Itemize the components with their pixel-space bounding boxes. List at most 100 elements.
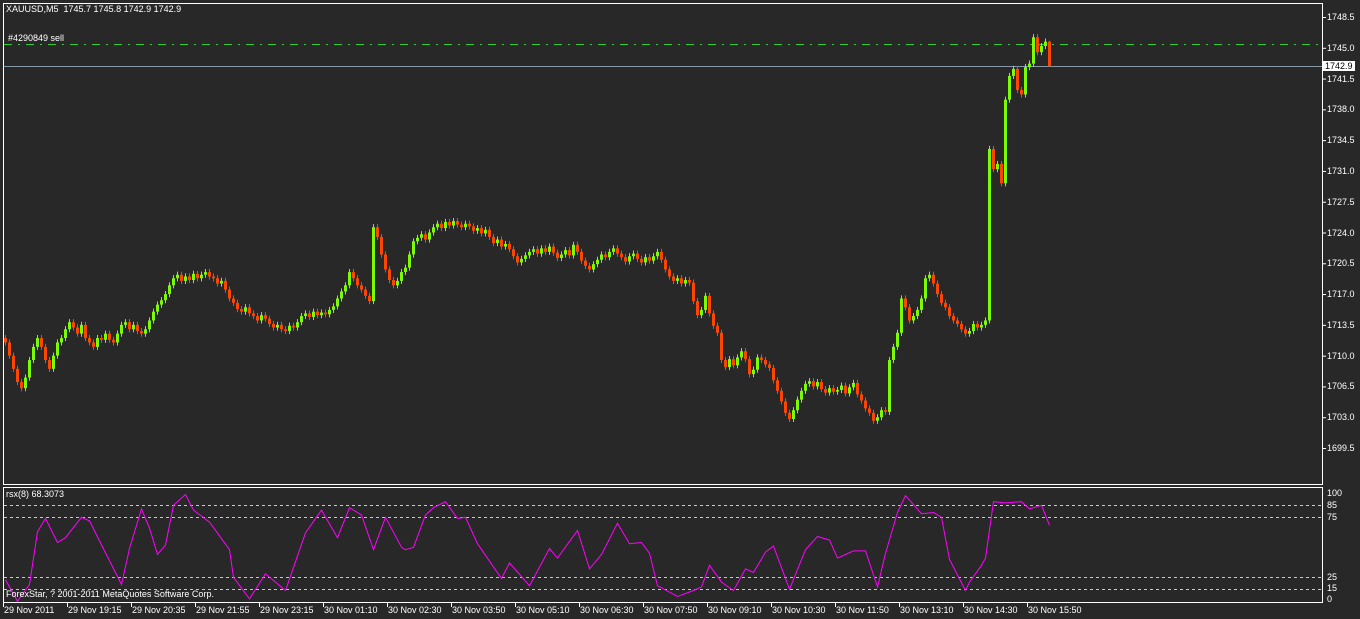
candle-body [744,351,747,360]
candle-body [268,318,271,324]
candle [248,304,251,317]
candle [276,321,279,331]
candle [876,414,879,424]
candle [48,356,51,372]
price-tick-label: 1748.5 [1327,12,1355,22]
candle-body [492,236,495,244]
candle-body [272,323,275,328]
candle-body [988,148,991,321]
candle [528,248,531,259]
candle-body [332,306,335,310]
candle [940,290,943,306]
candle [684,276,687,287]
candle [184,273,187,284]
time-tick-label: 30 Nov 09:10 [708,605,762,615]
candle [1032,34,1035,67]
candle-body [800,390,803,400]
candle [272,320,275,331]
candle-body [184,276,187,281]
candle-body [692,282,695,302]
candle-body [780,390,783,402]
candle-body [992,148,995,170]
time-tick-label: 30 Nov 03:50 [452,605,506,615]
candle-body [304,313,307,317]
candle [68,319,71,333]
symbol-label: XAUUSD,M5 [6,4,59,14]
candle-body [624,257,627,262]
price-tick-label: 1717.0 [1327,289,1355,300]
candle-body [932,274,935,284]
candle-body [664,259,667,270]
candle [292,322,295,331]
candle-body [864,400,867,409]
candle [1020,86,1023,98]
candle [416,234,419,245]
candle-body [548,246,551,252]
candle-body [120,324,123,334]
candle-body [848,387,851,394]
candle-body [4,338,7,343]
candle-body [364,289,367,296]
candle-body [488,229,491,237]
candle-body [972,323,975,332]
candle-body [476,228,479,231]
candle [664,256,667,273]
candle-body [832,388,835,392]
candle [64,326,67,342]
candle [280,321,283,333]
candle-body [532,249,535,252]
candle-body [816,382,819,387]
candle [620,250,623,261]
candle-body [772,367,775,381]
candle-body [172,278,175,286]
candle-body [704,295,707,310]
candle-body [820,382,823,390]
candle [132,321,135,333]
candle-body [124,322,127,325]
candle-body [1048,41,1051,67]
candle [92,339,95,350]
candle-body [60,338,63,343]
indicator-tick-label: 15 [1327,583,1338,593]
candle [420,231,423,241]
candle-body [112,339,115,343]
candle [60,334,63,346]
candle [832,385,835,395]
candle [476,225,479,234]
candle-body [252,313,255,317]
candle [120,321,123,337]
candle-body [428,232,431,240]
candle [1036,34,1039,56]
candle [524,252,527,262]
candle [612,245,615,255]
candle-body [688,279,691,283]
order-line-label: #4290849 sell [8,32,65,43]
candle-body [384,254,387,270]
candle [932,271,935,287]
candle-body [940,294,943,303]
time-tick-label: 30 Nov 13:10 [900,605,954,615]
candle [844,382,847,397]
candle-body [220,280,223,284]
price-tick-label: 1706.5 [1327,381,1355,392]
time-tick-label: 30 Nov 15:50 [1028,605,1082,615]
candle [564,247,567,258]
candle-body [960,323,963,330]
candle [584,257,587,270]
candle-body [216,278,219,284]
price-tick-label: 1738.0 [1327,104,1355,115]
candle-body [872,412,875,421]
candle [444,218,447,232]
candle [452,217,455,229]
candle-body [76,327,79,334]
candle [752,366,755,378]
time-tick-label: 29 Nov 2011 [4,605,55,615]
candle-body [200,274,203,279]
candle-body [72,322,75,328]
candle [872,409,875,424]
candle-body [484,229,487,234]
candle-body [560,254,563,259]
candle-body [524,255,527,259]
candle-body [1016,68,1019,91]
